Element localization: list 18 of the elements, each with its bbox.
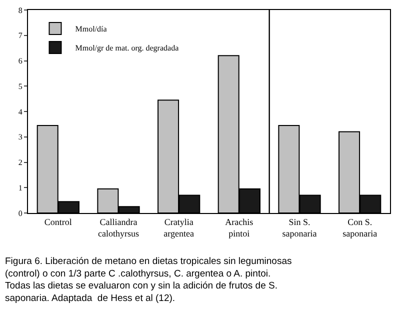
y-tick-label: 4 — [18, 107, 22, 116]
text: Figura 6. Liberación de metano en dietas tropicales sin leguminosas (control) o con 1/3 parte C .calothyrsus, C. argentea o A. pintoi. Todas las dietas se evaluaron con y sin la adición de frutos de S. saponaria. Adaptada de Hess et al (12). — [5, 256, 292, 304]
x-tick-label: Con S. saponaria — [342, 216, 378, 238]
y-tick-label: 0 — [18, 208, 22, 218]
y-tick-label: 5 — [18, 82, 22, 91]
y-tick-label: 3 — [18, 132, 22, 142]
y-tick-label: 2 — [18, 158, 22, 168]
x-tick-label: Control — [44, 216, 72, 227]
x-tick-label: Arachis pintoi — [225, 216, 254, 238]
x-tick-label: Sin S. saponaria — [282, 216, 317, 238]
y-tick-label: 1 — [18, 183, 22, 192]
x-tick-label: Calliandra calothyrsus — [98, 216, 140, 238]
legend-label: Mmol/gr de mat. org. degradada — [75, 44, 180, 53]
y-tick-label: 7 — [18, 31, 22, 40]
y-tick-label: 6 — [18, 56, 22, 66]
legend-label: Mmol/día — [75, 24, 108, 34]
x-tick-label: Cratylia argentea — [164, 216, 194, 238]
y-tick-label: 8 — [18, 6, 22, 15]
